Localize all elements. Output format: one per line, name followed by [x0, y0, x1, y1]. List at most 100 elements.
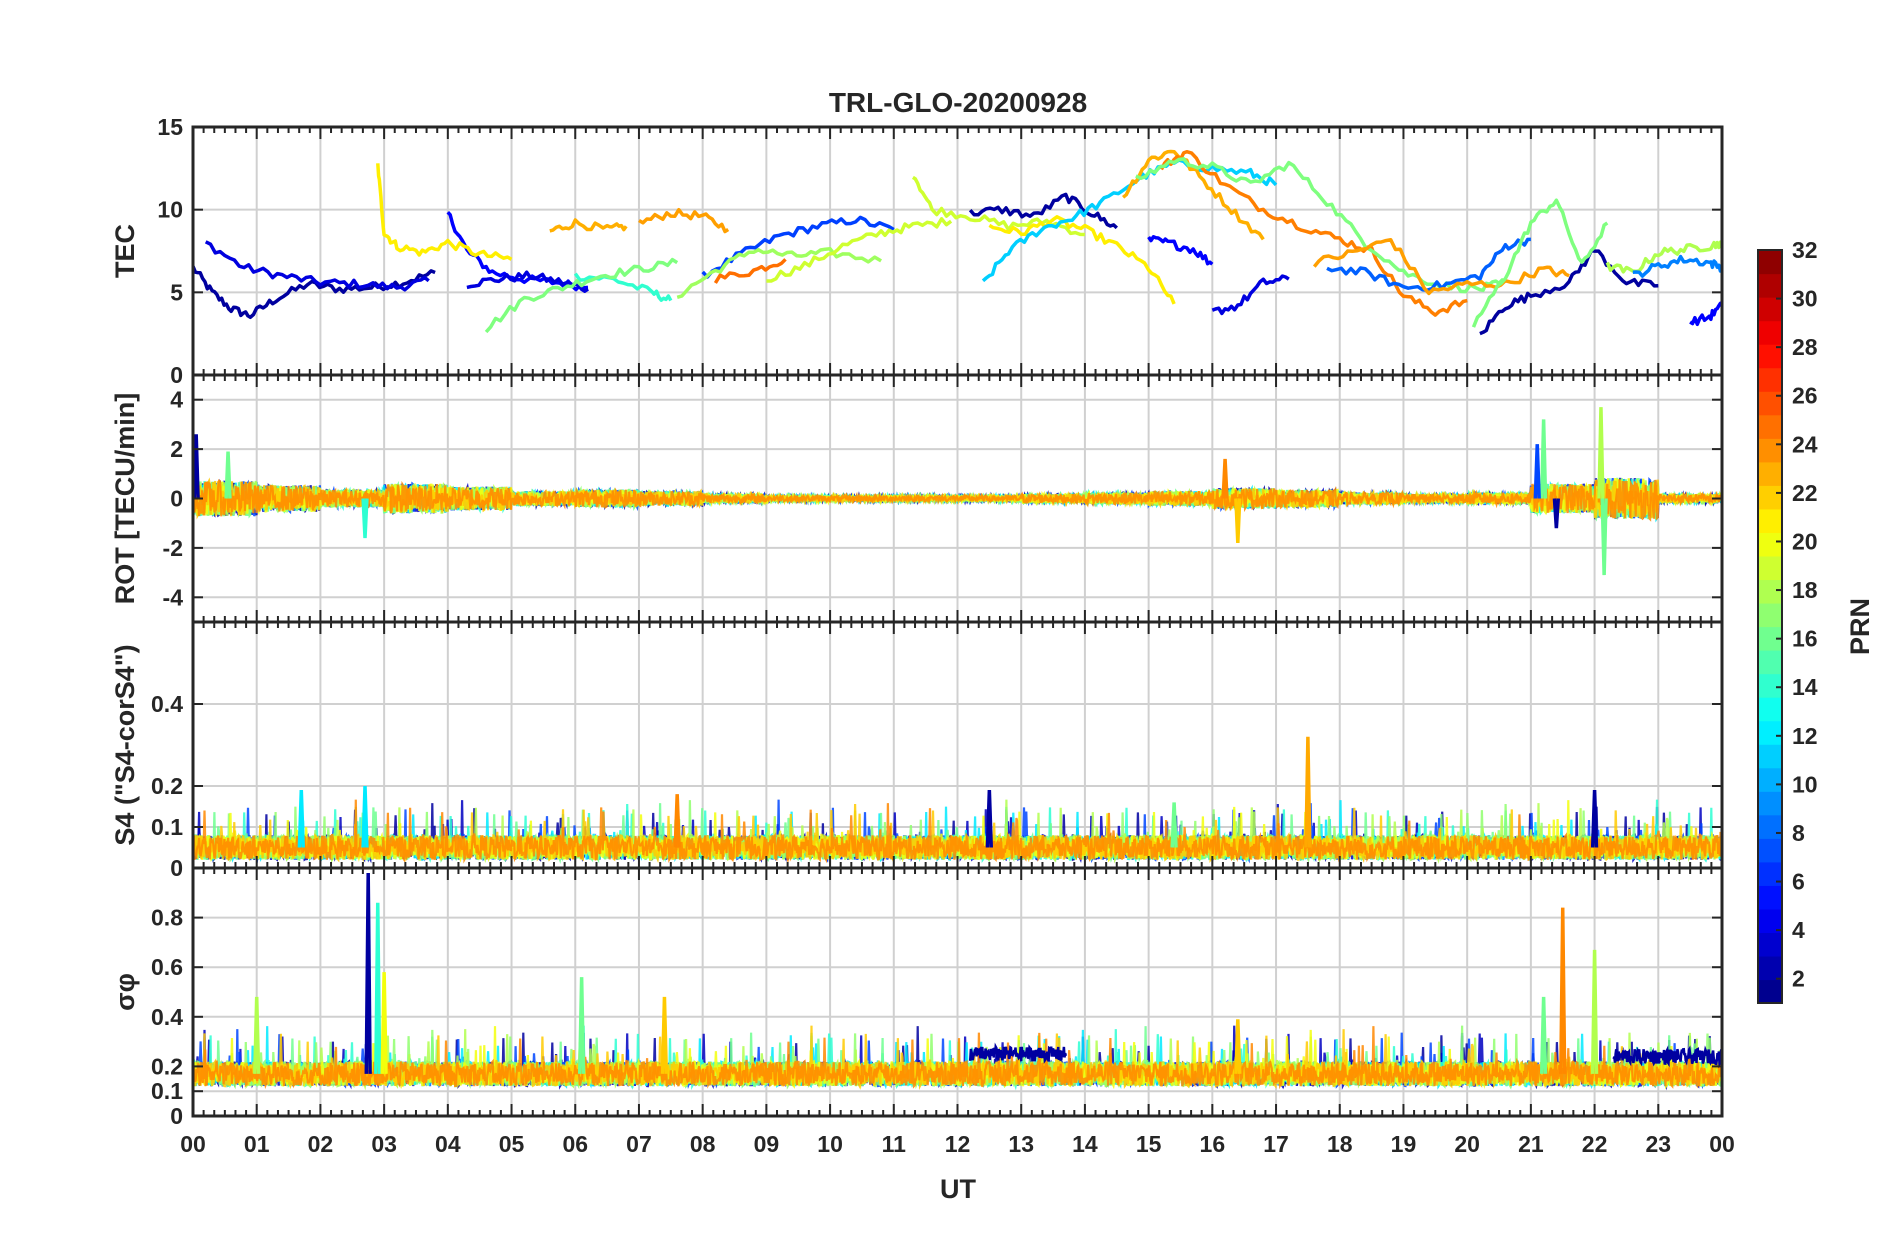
colorbar-tick-label: 4: [1792, 917, 1805, 943]
x-tick-label: 16: [1200, 1131, 1226, 1157]
tec-series-prn-16: [484, 257, 679, 334]
rot-spike-prn-16: [1600, 498, 1608, 576]
tec-series-prn-20: [988, 215, 1176, 305]
sigma_phi-spike-prn-16: [1539, 996, 1548, 1074]
x-tick-label: 21: [1518, 1131, 1544, 1157]
colorbar-tick-label: 6: [1792, 869, 1805, 895]
colorbar-tick-label: 18: [1792, 577, 1818, 603]
colorbar-band: [1758, 579, 1782, 604]
tec-series-prn-14: [573, 272, 673, 302]
sigma_phi-spike-prn-16: [577, 977, 586, 1074]
s4-spike-prn-2: [985, 790, 994, 848]
y-tick-label: 5: [170, 279, 183, 305]
x-tick-labels: 00 01 02 03 04 05 06 07 08 09 10 11 12 13 14 15 16 17 18 19…: [180, 1131, 1735, 1157]
x-tick-label: 02: [308, 1131, 334, 1157]
x-tick-label: 00: [180, 1131, 206, 1157]
colorbar-tick-label: 16: [1792, 626, 1818, 652]
tec-series-prn-16: [1135, 157, 1507, 294]
y-axis-title-tec: TEC: [110, 224, 140, 278]
colorbar-band: [1758, 461, 1782, 486]
y-tick-label: 0.2: [151, 1053, 183, 1079]
sigma_phi-spike-prn-18: [253, 996, 261, 1074]
x-tick-label: 18: [1327, 1131, 1353, 1157]
sigma_phi-spike-prn-20: [380, 972, 388, 1074]
y-axis-title-sigma_phi: σφ: [110, 973, 140, 1011]
s4-spike-prn-12: [361, 785, 369, 848]
colorbar-band: [1758, 508, 1782, 533]
y-axis-title-s4: S4 ("S4-corS4"): [110, 644, 140, 845]
colorbar-tick-label: 14: [1792, 674, 1818, 700]
sigma_phi-series-prn-24: [193, 1026, 1722, 1090]
y-tick-label: -2: [163, 535, 183, 561]
colorbar-band: [1758, 250, 1782, 275]
tec-series-prn-18: [1605, 240, 1722, 274]
colorbar-band: [1758, 414, 1782, 439]
s4-spike-prn-2: [1590, 790, 1599, 848]
x-tick-label: 03: [371, 1131, 397, 1157]
tec-series-prn-9: [1632, 254, 1722, 278]
y-tick-label: 0.8: [151, 905, 183, 931]
y-tick-label: 0.4: [151, 691, 183, 717]
panel-rot-series: [193, 407, 1722, 576]
colorbar-band: [1758, 885, 1782, 910]
tec-series-prn-12: [981, 158, 1278, 283]
tec-series-prn-24: [1159, 149, 1468, 317]
x-tick-label: 23: [1645, 1131, 1671, 1157]
rot-spike-prn-18: [1597, 407, 1605, 499]
tec-series-prn-22: [549, 218, 628, 233]
colorbar-band: [1758, 908, 1782, 934]
rot-spike-prn-24: [1221, 458, 1229, 499]
colorbar-tick-label: 26: [1792, 383, 1818, 409]
colorbar-band: [1758, 320, 1782, 345]
colorbar-band: [1758, 791, 1782, 816]
sigma_phi-elevated-segment: [968, 1042, 1068, 1064]
tec-series-prn-3: [466, 270, 589, 293]
panel-s4: 0 0.1 0.2 0.4 S4 ("S4-corS4"): [110, 620, 1724, 881]
x-tick-label: 19: [1391, 1131, 1417, 1157]
x-tick-label: 00: [1709, 1131, 1735, 1157]
x-axis-title: UT: [940, 1174, 976, 1204]
y-tick-label: 0: [170, 1103, 183, 1129]
rot-spike-prn-16: [224, 451, 232, 499]
colorbar-band: [1758, 485, 1782, 510]
rot-spike-prn-7: [1533, 444, 1541, 499]
rot-spike-prn-2: [1552, 498, 1561, 529]
colorbar-tick-label: 12: [1792, 723, 1818, 749]
y-tick-label: 0.2: [151, 773, 183, 799]
x-tick-label: 01: [244, 1131, 270, 1157]
x-tick-label: 20: [1454, 1131, 1480, 1157]
colorbar-band: [1758, 273, 1782, 298]
panel-rot: -4 -2 0 2 4 ROT [TECU/min]: [110, 373, 1724, 624]
rot-spike-prn-14: [361, 498, 369, 539]
tec-series-prn-23: [1312, 237, 1570, 296]
tec-series-prn-2: [1479, 248, 1659, 336]
colorbar-band: [1758, 932, 1782, 957]
y-tick-label: -4: [163, 584, 184, 610]
colorbar-band: [1758, 744, 1782, 769]
tec-series-prn-20: [376, 163, 513, 261]
s4-series-prn-24: [193, 799, 1722, 864]
y-axis-title-rot: ROT [TECU/min]: [110, 393, 140, 604]
sigma_phi-spike-prn-14: [374, 902, 382, 1074]
x-tick-label: 13: [1008, 1131, 1034, 1157]
y-tick-label: 2: [170, 436, 183, 462]
sigma_phi-spike-prn-22: [1234, 1019, 1242, 1074]
s4-spike-prn-24: [673, 794, 681, 848]
colorbar-band: [1758, 438, 1782, 463]
y-tick-label: 0: [170, 362, 183, 388]
panel-tec-ticks: [192, 126, 1723, 376]
tec-series-prn-3: [1211, 274, 1290, 316]
colorbar-band: [1758, 650, 1782, 675]
sigma_phi-spike-prn-18: [1590, 949, 1599, 1074]
y-tick-label: 0.4: [151, 1004, 183, 1030]
sigma_phi-spike-prn-22: [660, 996, 669, 1074]
colorbar-tick-label: 32: [1792, 237, 1818, 263]
colorbar-band: [1758, 720, 1782, 745]
x-tick-label: 09: [754, 1131, 780, 1157]
colorbar-band: [1758, 955, 1782, 981]
colorbar-band: [1758, 838, 1782, 863]
x-tick-label: 14: [1072, 1131, 1098, 1157]
